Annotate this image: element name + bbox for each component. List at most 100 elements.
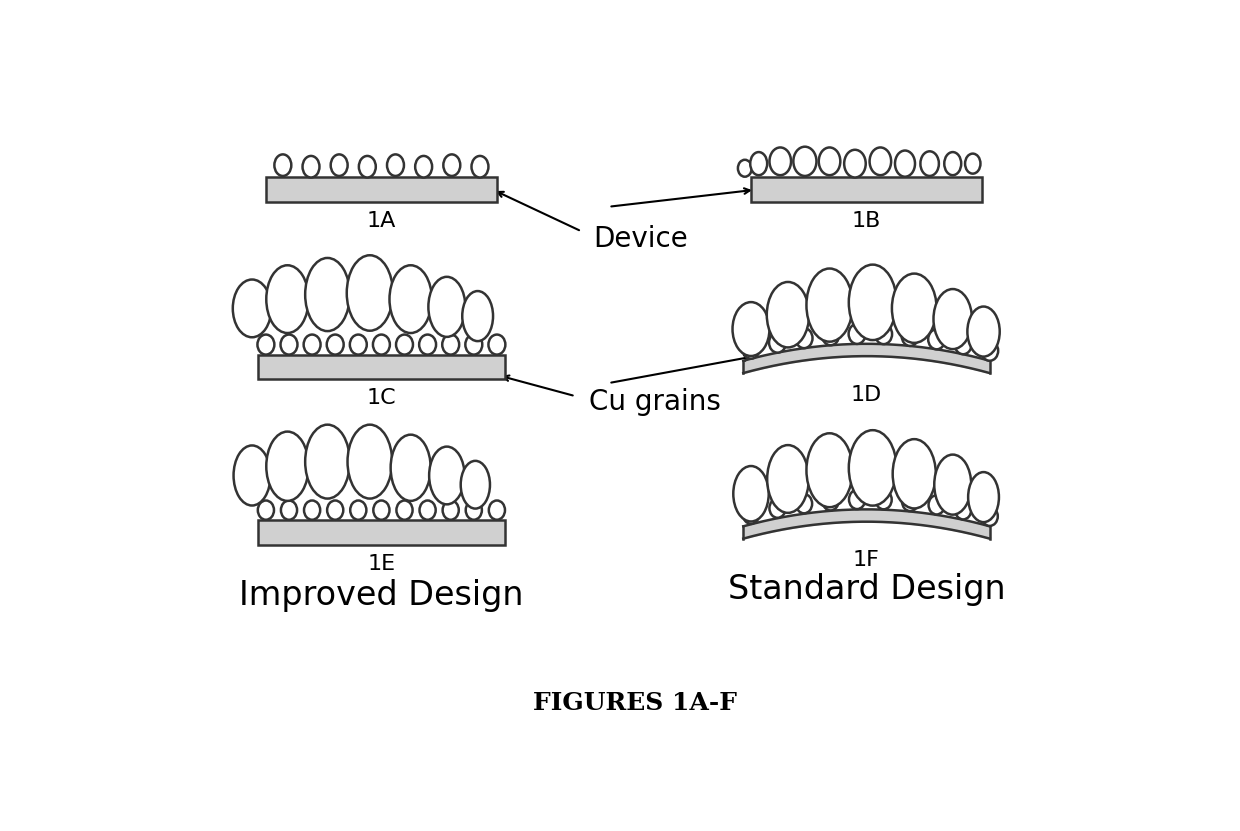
Ellipse shape <box>934 289 972 349</box>
Ellipse shape <box>391 435 430 501</box>
Ellipse shape <box>875 324 892 344</box>
Ellipse shape <box>304 500 320 519</box>
Ellipse shape <box>901 492 918 511</box>
Text: 1B: 1B <box>852 211 882 231</box>
Text: 1C: 1C <box>367 388 397 409</box>
Ellipse shape <box>849 430 897 505</box>
Ellipse shape <box>844 150 866 178</box>
Ellipse shape <box>806 433 853 507</box>
Ellipse shape <box>443 500 459 519</box>
Ellipse shape <box>396 335 413 355</box>
Ellipse shape <box>461 461 490 509</box>
Ellipse shape <box>796 328 812 348</box>
Bar <box>265 178 497 202</box>
Ellipse shape <box>955 334 972 354</box>
Text: Improved Design: Improved Design <box>239 579 523 612</box>
Ellipse shape <box>233 279 272 337</box>
Text: 1F: 1F <box>853 550 880 570</box>
Ellipse shape <box>463 291 494 341</box>
Ellipse shape <box>387 155 404 176</box>
Ellipse shape <box>347 425 392 499</box>
Ellipse shape <box>982 507 998 526</box>
Ellipse shape <box>331 155 347 176</box>
Ellipse shape <box>373 335 389 355</box>
Ellipse shape <box>743 504 759 524</box>
Ellipse shape <box>397 500 413 519</box>
Ellipse shape <box>465 335 482 355</box>
Ellipse shape <box>274 155 291 176</box>
Ellipse shape <box>849 264 897 340</box>
Ellipse shape <box>806 268 853 342</box>
Ellipse shape <box>280 335 298 355</box>
Ellipse shape <box>733 302 770 356</box>
Ellipse shape <box>768 445 808 513</box>
Ellipse shape <box>929 495 945 514</box>
Ellipse shape <box>929 329 945 349</box>
Ellipse shape <box>968 472 999 522</box>
Text: FIGURES 1A-F: FIGURES 1A-F <box>533 691 738 715</box>
Text: 1D: 1D <box>851 385 882 405</box>
Ellipse shape <box>818 147 841 175</box>
Ellipse shape <box>869 147 892 175</box>
Text: Device: Device <box>593 225 688 253</box>
Ellipse shape <box>327 500 343 519</box>
Ellipse shape <box>267 431 309 501</box>
Ellipse shape <box>305 258 350 331</box>
Ellipse shape <box>350 500 366 519</box>
Ellipse shape <box>305 425 350 499</box>
Ellipse shape <box>443 335 459 355</box>
Ellipse shape <box>934 455 971 514</box>
Ellipse shape <box>419 335 436 355</box>
Ellipse shape <box>415 156 432 178</box>
Ellipse shape <box>419 500 435 519</box>
Ellipse shape <box>822 491 838 510</box>
Ellipse shape <box>347 255 393 331</box>
Ellipse shape <box>766 282 810 347</box>
Ellipse shape <box>429 446 465 504</box>
Ellipse shape <box>892 273 936 343</box>
Ellipse shape <box>770 147 791 175</box>
Ellipse shape <box>373 500 389 519</box>
Ellipse shape <box>466 500 482 519</box>
Bar <box>258 355 505 379</box>
Ellipse shape <box>796 494 812 514</box>
Ellipse shape <box>848 324 866 344</box>
Ellipse shape <box>281 500 298 519</box>
Text: 1A: 1A <box>367 211 396 231</box>
Ellipse shape <box>895 150 915 177</box>
Ellipse shape <box>901 326 919 346</box>
Ellipse shape <box>489 500 505 519</box>
Bar <box>258 520 505 545</box>
Ellipse shape <box>444 155 460 176</box>
Ellipse shape <box>489 335 506 355</box>
Ellipse shape <box>733 466 769 522</box>
Ellipse shape <box>769 332 786 352</box>
Ellipse shape <box>358 156 376 178</box>
Ellipse shape <box>350 335 367 355</box>
Ellipse shape <box>967 307 999 356</box>
Ellipse shape <box>955 500 971 519</box>
Ellipse shape <box>770 499 786 518</box>
Ellipse shape <box>750 152 768 175</box>
Ellipse shape <box>326 335 343 355</box>
Ellipse shape <box>945 152 961 175</box>
Ellipse shape <box>267 265 309 333</box>
Ellipse shape <box>965 154 981 174</box>
Ellipse shape <box>920 151 939 176</box>
Ellipse shape <box>981 341 998 361</box>
Ellipse shape <box>738 160 751 177</box>
Ellipse shape <box>893 439 936 509</box>
Text: Standard Design: Standard Design <box>728 573 1006 607</box>
Ellipse shape <box>875 490 892 509</box>
Ellipse shape <box>258 500 274 519</box>
Ellipse shape <box>233 445 270 505</box>
Ellipse shape <box>304 335 321 355</box>
Bar <box>751 178 982 202</box>
Ellipse shape <box>794 147 816 176</box>
Ellipse shape <box>303 156 320 178</box>
Ellipse shape <box>389 265 432 333</box>
Text: 1E: 1E <box>367 554 396 574</box>
Ellipse shape <box>743 339 759 359</box>
Ellipse shape <box>428 277 465 337</box>
Ellipse shape <box>822 325 839 345</box>
